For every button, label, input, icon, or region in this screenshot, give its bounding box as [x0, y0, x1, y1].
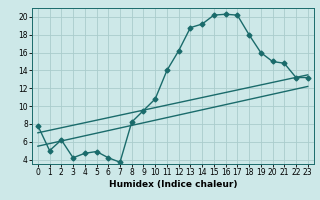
X-axis label: Humidex (Indice chaleur): Humidex (Indice chaleur) [108, 180, 237, 189]
